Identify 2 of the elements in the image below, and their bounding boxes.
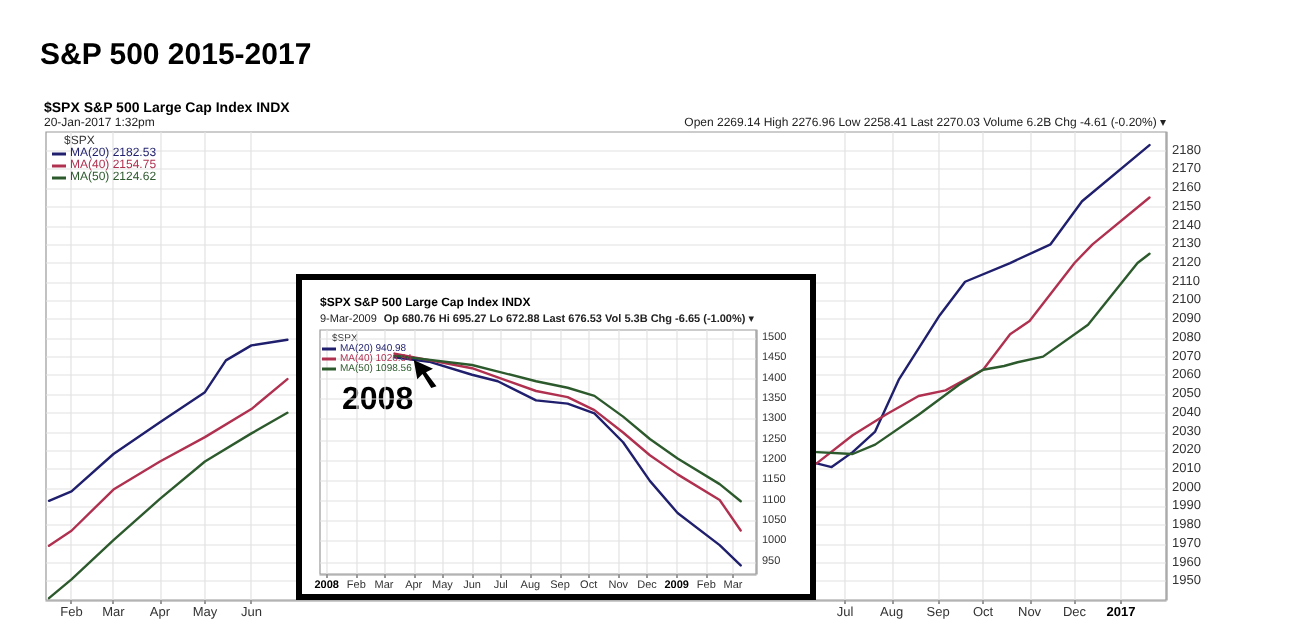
chart-title: S&P 500 2015-2017 xyxy=(40,38,312,72)
annotation: 2008 xyxy=(342,383,414,417)
